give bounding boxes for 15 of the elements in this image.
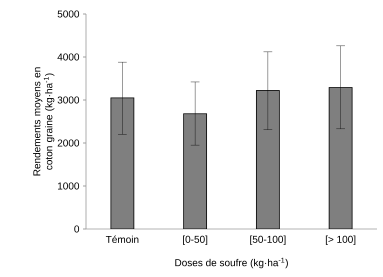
bar <box>183 113 208 229</box>
x-tick-label: [50-100] <box>250 236 286 245</box>
x-tick-label: [> 100] <box>326 236 356 245</box>
x-tick-label: Témoin <box>106 236 138 243</box>
y-tick-label: 2000 <box>58 139 80 147</box>
y-tick-label: 5000 <box>58 10 80 18</box>
x-tick-label: [0-50] <box>183 236 208 245</box>
y-tick-label: 1000 <box>58 182 80 190</box>
bar <box>110 97 134 229</box>
bar <box>256 90 280 229</box>
y-tick-label: 0 <box>74 225 80 233</box>
y-tick-label: 3000 <box>58 96 80 104</box>
bar <box>328 87 353 229</box>
y-tick-label: 4000 <box>57 53 80 61</box>
x-axis-title: Doses de soufre (kg·ha$^{-1}$) <box>175 258 288 268</box>
